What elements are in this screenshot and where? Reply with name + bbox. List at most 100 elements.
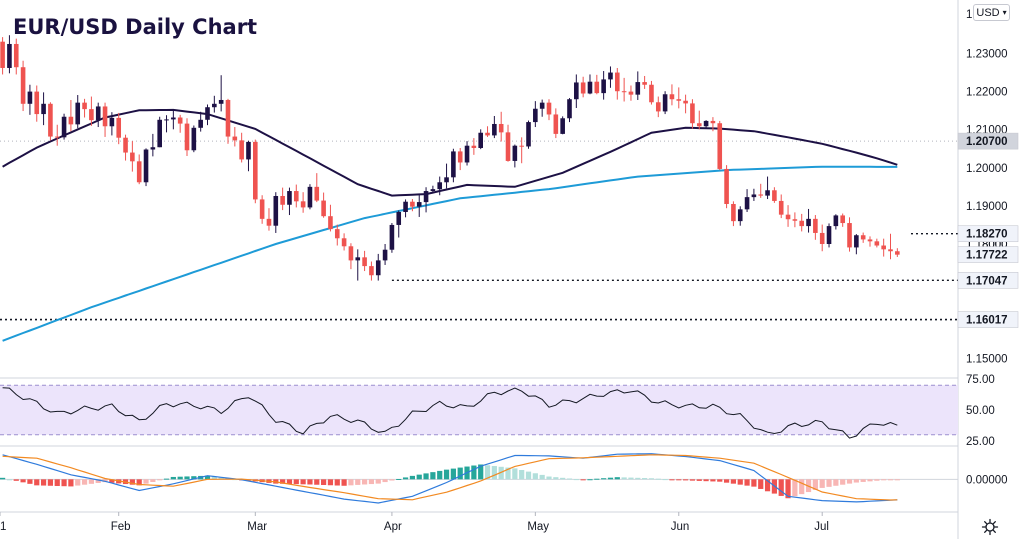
macd-histogram-bar: [375, 479, 381, 484]
candle-body: [403, 201, 408, 212]
macd-histogram-bar: [846, 479, 853, 484]
macd-histogram-bar: [826, 479, 832, 487]
candle-body: [314, 186, 320, 201]
candle-body: [485, 132, 490, 136]
macd-histogram-bar: [300, 479, 306, 485]
candle-body: [669, 94, 675, 100]
candle-body: [95, 106, 101, 121]
candles: [0, 35, 900, 281]
candle-body: [724, 168, 729, 204]
moving-averages: [2, 108, 898, 342]
macd-histogram-bar: [778, 479, 784, 496]
candle-body: [833, 215, 839, 227]
candle-body: [505, 132, 511, 161]
candle-body: [382, 249, 388, 261]
macd-histogram-bar: [170, 476, 176, 480]
candle-body: [574, 82, 579, 100]
macd-histogram-bar: [177, 476, 183, 480]
macd-histogram-bar: [204, 475, 211, 480]
gear-icon[interactable]: [981, 518, 999, 536]
macd-histogram-bar: [382, 479, 388, 483]
macd-histogram-bar: [150, 479, 156, 482]
candle-body: [20, 67, 26, 104]
macd-histogram-bar: [696, 479, 702, 481]
candle-body: [874, 241, 880, 246]
time-axis[interactable]: 1 Feb Mar Apr May Jun Jul: [0, 512, 829, 533]
macd-histogram-bar: [594, 478, 600, 480]
candle-body: [177, 117, 183, 124]
macd-histogram-bar: [525, 471, 532, 480]
macd-histogram-bar: [587, 479, 593, 481]
candle-body: [560, 118, 565, 134]
chevron-down-icon: ▾: [1002, 8, 1007, 17]
macd-histogram-bar: [109, 479, 115, 483]
macd-histogram-bar: [580, 479, 586, 481]
macd-histogram-bar: [361, 479, 368, 485]
macd-histogram-bar: [840, 479, 846, 485]
candle-body: [772, 190, 777, 201]
candle-body: [676, 99, 682, 101]
candle-body: [444, 177, 449, 183]
price-level-lines: [0, 140, 958, 321]
macd-histogram-bar: [751, 479, 757, 487]
macd-histogram-bar: [348, 479, 354, 486]
candle-body: [717, 123, 723, 169]
macd-histogram-bar: [758, 479, 764, 489]
candle-body: [539, 102, 545, 109]
candle-body: [778, 200, 784, 215]
candle-body: [867, 239, 873, 242]
macd-histogram-bar: [853, 479, 859, 483]
candle-body: [457, 151, 463, 163]
macd-histogram-bar: [648, 478, 655, 480]
candle-body: [451, 151, 456, 178]
candle-body: [744, 197, 750, 210]
candle-body: [150, 147, 156, 150]
macd-histogram-bar: [314, 479, 320, 485]
price-tag-box: [957, 246, 1019, 263]
macd-histogram-bar: [792, 479, 798, 497]
candle-body: [13, 43, 19, 68]
time-tick-label: Apr: [384, 521, 402, 533]
price-tick-label: 1.22000: [966, 87, 1008, 99]
macd-histogram-bar: [402, 477, 409, 480]
candle-body: [307, 186, 313, 208]
candle-body: [423, 191, 429, 203]
candle-body: [287, 191, 292, 205]
candle-body: [41, 103, 46, 115]
macd-histogram-bar: [737, 479, 743, 485]
currency-label: USD: [976, 6, 1000, 19]
macd-histogram-bar: [607, 477, 614, 480]
candle-body: [27, 91, 33, 104]
macd-histogram-bar: [628, 477, 634, 480]
candle-body: [553, 114, 559, 134]
currency-select[interactable]: USD ▾: [973, 4, 1010, 21]
time-tick-label: May: [527, 521, 549, 533]
candle-body: [799, 220, 805, 227]
candle-body: [328, 216, 333, 230]
candle-body: [157, 119, 162, 148]
candle-body: [731, 203, 736, 222]
candle-body: [218, 99, 224, 104]
macd-histogram-bar: [512, 468, 518, 480]
macd-histogram-bar: [703, 479, 709, 482]
price-tag-box: [957, 272, 1019, 289]
price-tag-label: 1.20700: [966, 136, 1008, 148]
candle-body: [280, 195, 285, 205]
candle-body: [737, 209, 743, 222]
macd-histogram-bar: [0, 477, 6, 480]
price-tick-label: 1.15000: [966, 353, 1008, 365]
macd-histogram-bar: [416, 474, 422, 480]
candle-body: [608, 72, 613, 80]
macd-histogram-bar: [812, 479, 818, 490]
candle-body: [785, 214, 791, 220]
macd-histogram-bar: [519, 469, 525, 480]
macd-histogram-bar: [566, 478, 573, 480]
candle-body: [710, 120, 716, 124]
macd-histogram-bar: [642, 478, 648, 480]
candle-body: [130, 152, 135, 162]
candle-body: [601, 79, 606, 94]
candle-body: [184, 123, 190, 151]
macd-histogram-bar: [40, 479, 47, 486]
macd-histogram-bar: [669, 479, 675, 481]
